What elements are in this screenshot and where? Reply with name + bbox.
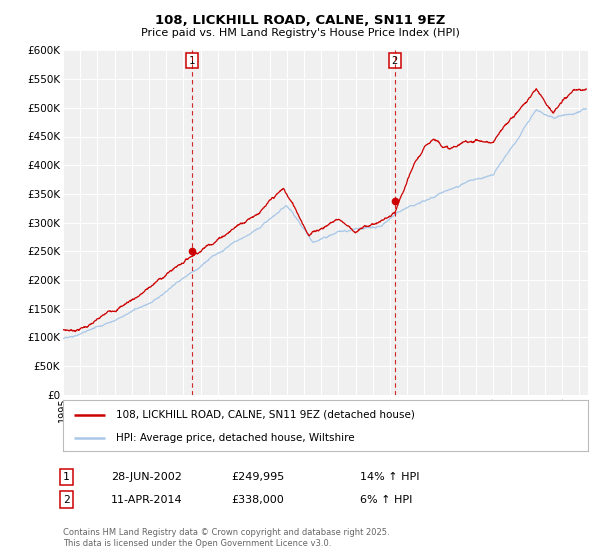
Text: 2: 2	[392, 55, 398, 66]
Text: 2: 2	[63, 494, 70, 505]
Text: £249,995: £249,995	[231, 472, 284, 482]
Text: 14% ↑ HPI: 14% ↑ HPI	[360, 472, 419, 482]
Text: 108, LICKHILL ROAD, CALNE, SN11 9EZ (detached house): 108, LICKHILL ROAD, CALNE, SN11 9EZ (det…	[115, 409, 415, 419]
Text: Price paid vs. HM Land Registry's House Price Index (HPI): Price paid vs. HM Land Registry's House …	[140, 28, 460, 38]
Text: Contains HM Land Registry data © Crown copyright and database right 2025.
This d: Contains HM Land Registry data © Crown c…	[63, 528, 389, 548]
Text: 11-APR-2014: 11-APR-2014	[111, 494, 182, 505]
Text: 1: 1	[63, 472, 70, 482]
Text: HPI: Average price, detached house, Wiltshire: HPI: Average price, detached house, Wilt…	[115, 433, 354, 443]
Text: £338,000: £338,000	[231, 494, 284, 505]
Text: 108, LICKHILL ROAD, CALNE, SN11 9EZ: 108, LICKHILL ROAD, CALNE, SN11 9EZ	[155, 14, 445, 27]
Text: 6% ↑ HPI: 6% ↑ HPI	[360, 494, 412, 505]
Text: 1: 1	[189, 55, 195, 66]
Text: 28-JUN-2002: 28-JUN-2002	[111, 472, 182, 482]
